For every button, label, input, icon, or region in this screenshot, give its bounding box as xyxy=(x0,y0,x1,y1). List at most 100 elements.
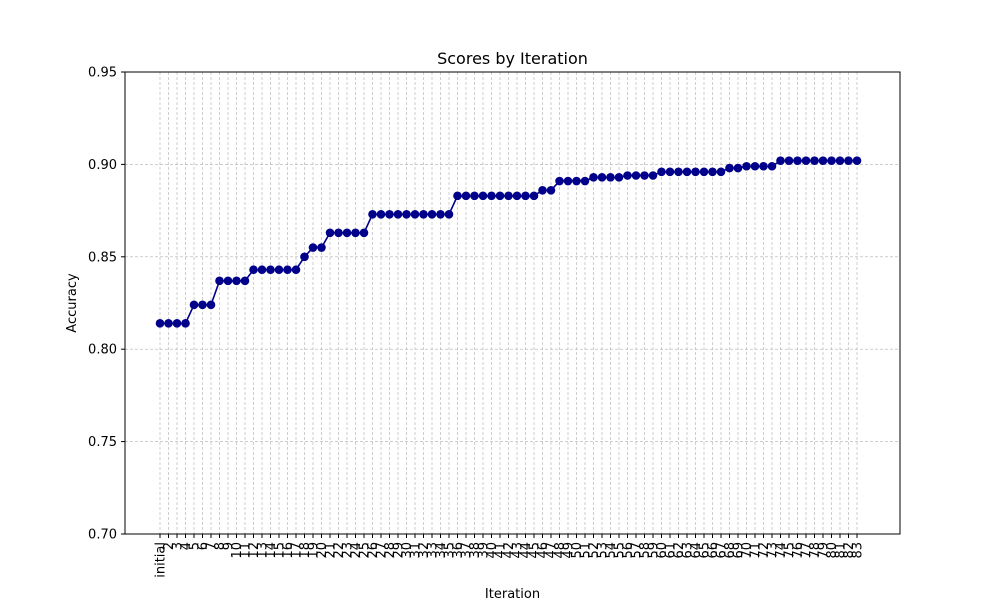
x-tick-label: 48 xyxy=(553,542,568,559)
x-tick-label: 65 xyxy=(698,542,713,559)
x-tick-label: 78 xyxy=(808,542,823,559)
data-point xyxy=(835,156,845,166)
x-tick-label: 13 xyxy=(256,542,271,559)
data-point xyxy=(240,276,250,286)
x-tick-label: 43 xyxy=(511,542,526,559)
data-point xyxy=(495,191,505,201)
x-tick-label: 37 xyxy=(460,542,475,559)
x-tick-label: 27 xyxy=(375,542,390,559)
data-point xyxy=(198,300,207,310)
x-tick-label: 46 xyxy=(536,542,551,559)
x-tick-label: 67 xyxy=(715,542,730,559)
x-tick-label: 56 xyxy=(621,542,636,559)
data-point xyxy=(827,156,836,166)
y-tick-label: 0.80 xyxy=(88,343,117,358)
data-point xyxy=(181,319,190,328)
data-point xyxy=(631,171,641,180)
data-point xyxy=(546,185,556,195)
x-tick-label: 45 xyxy=(528,542,543,559)
x-tick-label: 71 xyxy=(749,542,764,559)
x-tick-label: 57 xyxy=(630,542,645,559)
data-point xyxy=(572,176,581,186)
data-point xyxy=(215,276,224,286)
x-tick-label: 75 xyxy=(783,542,798,559)
data-point xyxy=(682,167,692,177)
data-point xyxy=(716,167,726,177)
data-point xyxy=(521,191,530,201)
data-point xyxy=(385,209,394,219)
y-tick-label: 0.95 xyxy=(88,66,117,81)
y-tick-label: 0.90 xyxy=(88,158,117,173)
data-point xyxy=(852,156,862,166)
x-tick-label: initial xyxy=(154,542,169,578)
data-point xyxy=(376,209,386,219)
x-tick-label: 8 xyxy=(213,542,228,550)
x-tick-label: 70 xyxy=(740,542,755,559)
data-point xyxy=(725,163,734,173)
data-point xyxy=(657,167,666,177)
x-tick-label: 9 xyxy=(222,542,237,550)
x-tick-label: 11 xyxy=(239,542,254,559)
x-tick-label: 35 xyxy=(443,542,458,559)
x-tick-label: 83 xyxy=(851,542,866,559)
data-point xyxy=(784,156,794,166)
data-point xyxy=(444,209,454,219)
data-point xyxy=(844,156,853,166)
x-tick-label: 18 xyxy=(298,542,313,559)
x-tick-label: 22 xyxy=(332,542,347,559)
data-point xyxy=(274,265,284,275)
x-tick-label: 51 xyxy=(579,542,594,559)
x-tick-label: 79 xyxy=(817,542,832,559)
data-point xyxy=(172,319,182,328)
x-tick-label: 15 xyxy=(273,542,288,559)
data-point xyxy=(368,209,377,219)
data-point xyxy=(589,173,598,182)
data-point xyxy=(767,161,777,171)
data-point xyxy=(699,167,709,177)
x-tick-label: 68 xyxy=(723,542,738,559)
x-tick-label: 25 xyxy=(358,542,373,559)
data-point xyxy=(206,300,216,310)
x-tick-label: 66 xyxy=(706,542,721,559)
x-tick-label: 58 xyxy=(638,542,653,559)
data-point xyxy=(334,228,343,238)
x-tick-label: 24 xyxy=(349,542,364,559)
data-point xyxy=(504,191,513,201)
x-tick-label: 72 xyxy=(757,542,772,559)
data-point xyxy=(665,167,675,177)
x-tick-label: 12 xyxy=(247,542,262,559)
y-tick-label: 0.75 xyxy=(88,435,117,450)
data-point xyxy=(742,161,751,171)
data-point xyxy=(818,156,828,166)
x-tick-label: 59 xyxy=(647,542,662,559)
x-tick-label: 2 xyxy=(162,542,177,550)
x-tick-label: 42 xyxy=(502,542,517,559)
x-tick-label: 74 xyxy=(774,542,789,559)
x-tick-label: 44 xyxy=(519,542,534,559)
data-points xyxy=(155,156,862,328)
x-tick-label: 7 xyxy=(205,542,220,550)
x-tick-label: 17 xyxy=(290,542,305,559)
data-point xyxy=(512,191,522,201)
data-point xyxy=(470,191,479,201)
data-point xyxy=(759,161,768,171)
x-tick-label: 3 xyxy=(171,542,186,550)
data-point xyxy=(793,156,802,166)
y-tick-label: 0.70 xyxy=(88,528,117,543)
x-tick-label: 29 xyxy=(392,542,407,559)
x-tick-label: 55 xyxy=(613,542,628,559)
data-point xyxy=(232,276,241,286)
x-tick-label: 21 xyxy=(324,542,339,559)
x-tick-label: 14 xyxy=(264,542,279,559)
data-point xyxy=(733,163,743,173)
data-point xyxy=(410,209,420,219)
x-tick-label: 28 xyxy=(383,542,398,559)
data-point xyxy=(308,243,318,252)
data-point xyxy=(555,176,564,186)
y-axis-label: Accuracy xyxy=(65,273,80,333)
data-point xyxy=(801,156,811,166)
data-point xyxy=(478,191,488,201)
data-point xyxy=(640,171,649,180)
